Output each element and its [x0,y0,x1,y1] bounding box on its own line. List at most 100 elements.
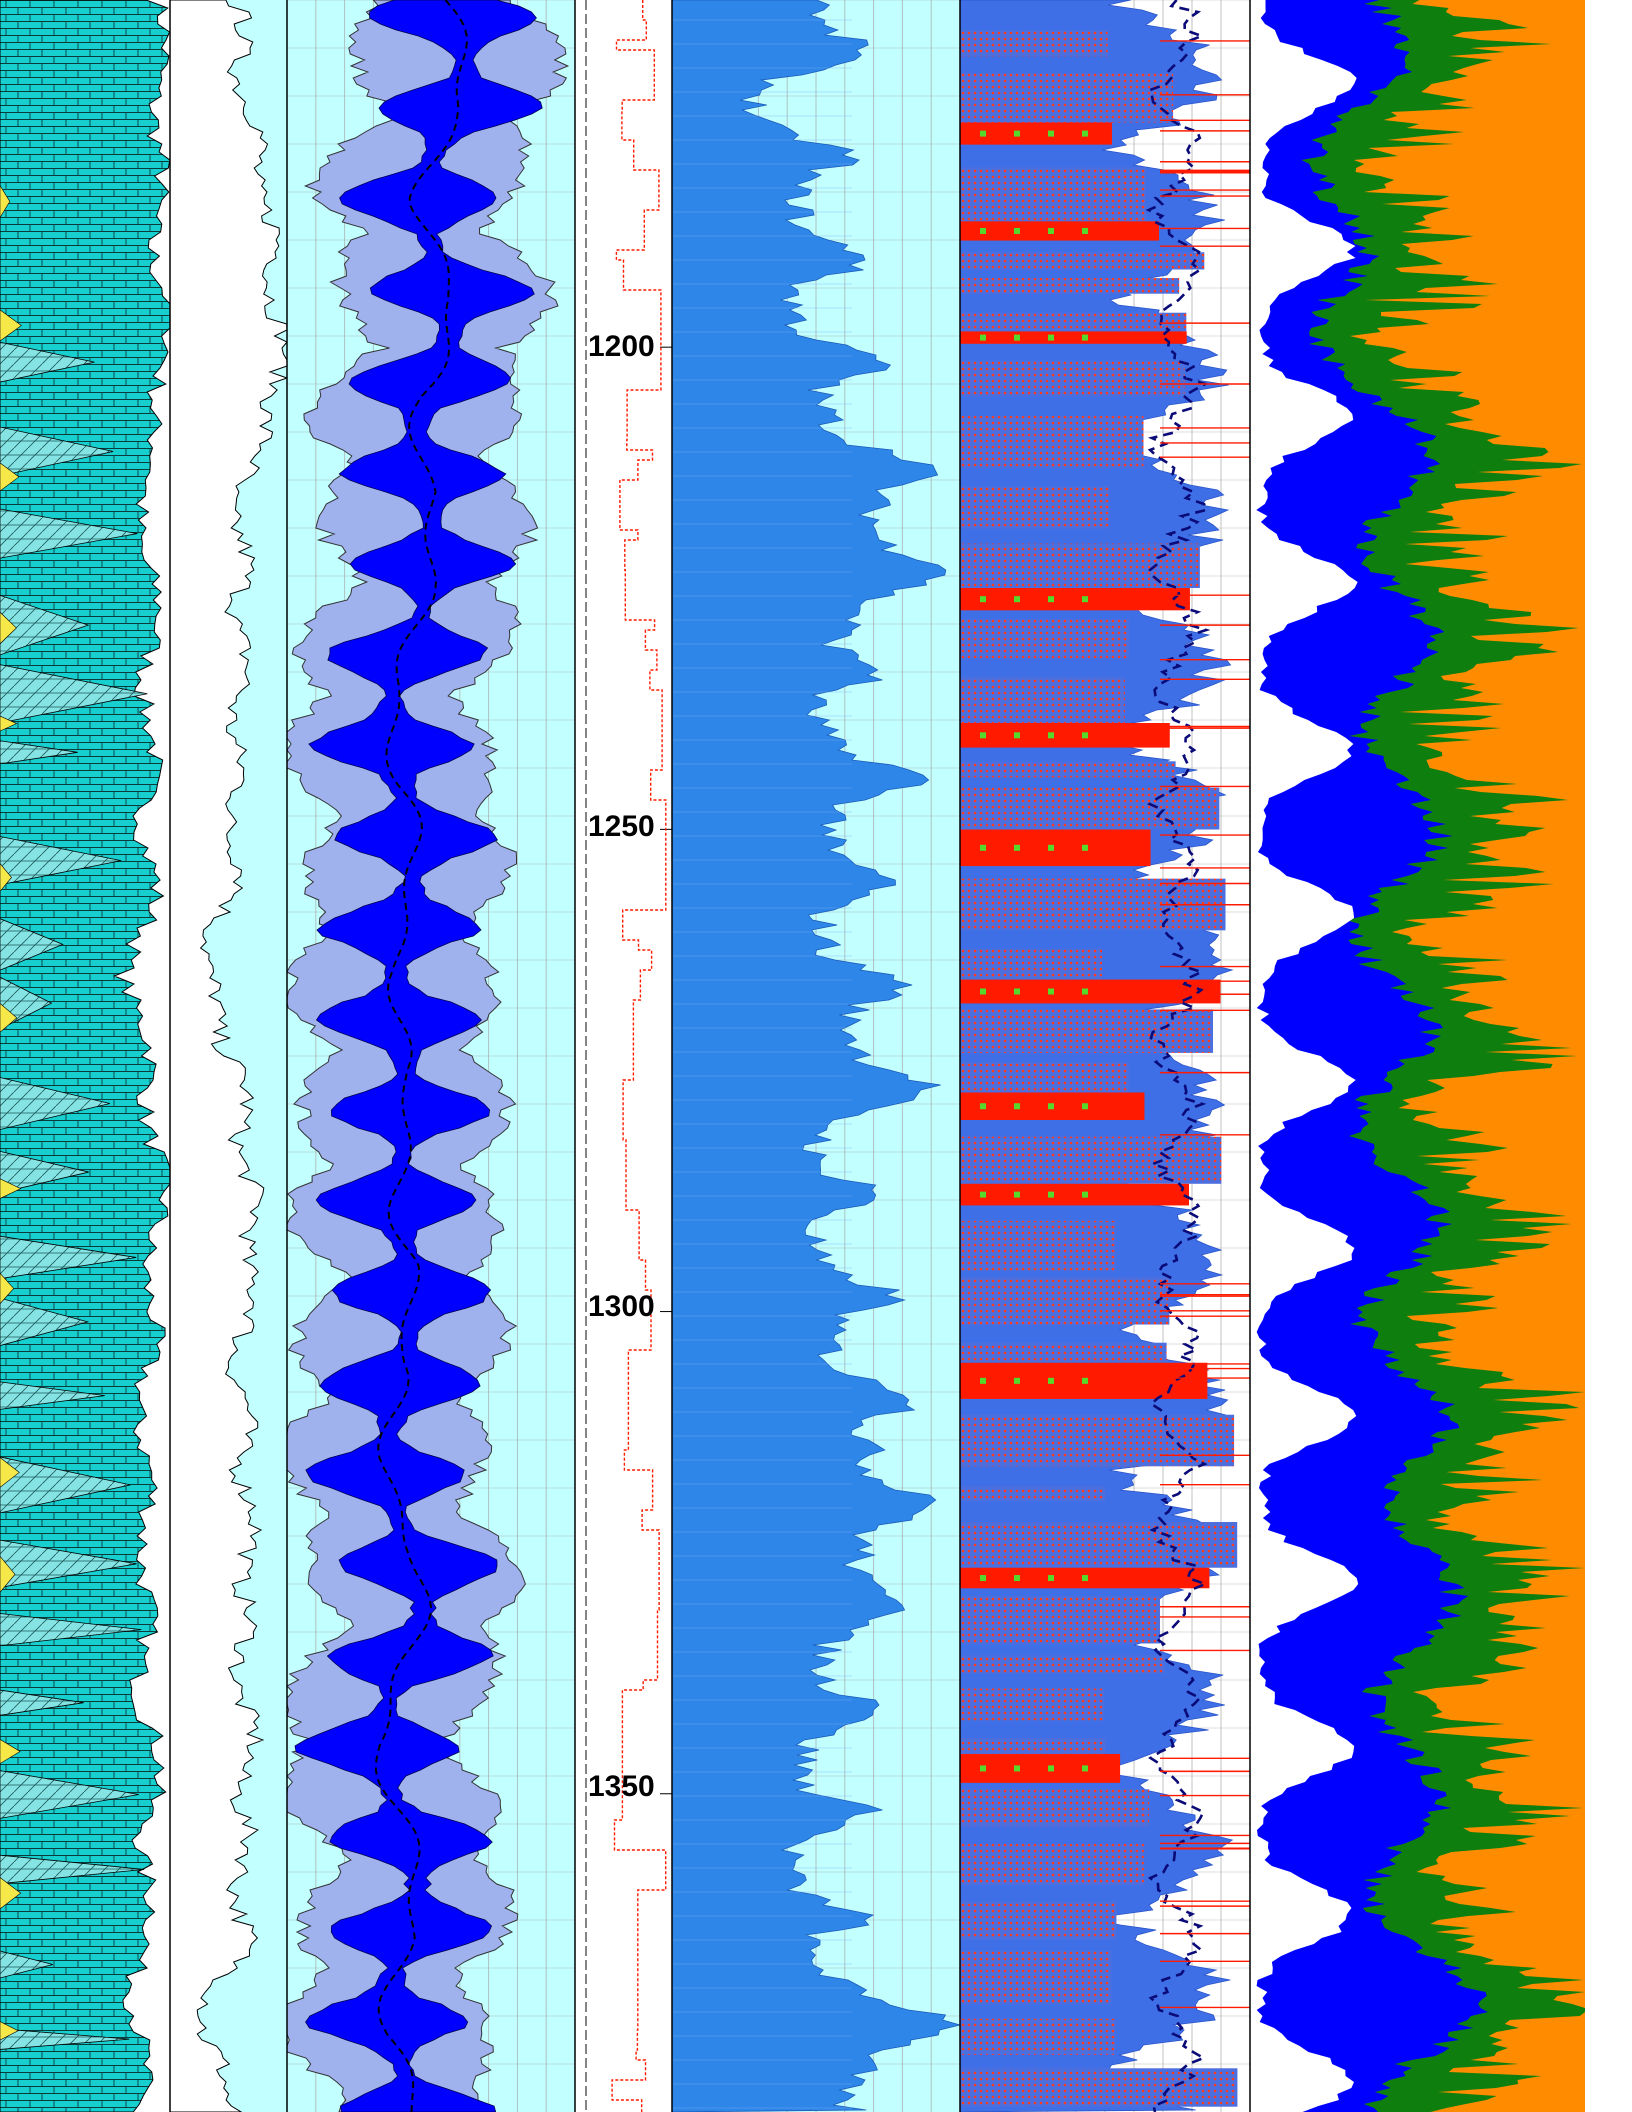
facies-dotted-band-27 [960,1688,1104,1721]
facies-dotted-band-1 [960,73,1174,123]
facies-dotted-band-26 [960,1655,1165,1674]
facies-green-dot-28-1048 [1048,1765,1054,1772]
facies-red-band-9 [960,588,1190,611]
facies-dotted-band-0 [960,30,1108,57]
facies-green-dot-21-1048 [1048,1377,1054,1384]
lithology-dolomite-band-17 [0,1689,84,1716]
facies-dotted-band-20 [960,1276,1170,1325]
facies-green-dot-13-1048 [1048,844,1054,851]
facies-dotted-band-10 [960,619,1129,659]
lithology-sand-streak-5 [0,863,12,892]
lithology-dolomite-band-4 [0,664,148,724]
facies-red-band-11 [960,723,1170,748]
facies-dotted-band-8 [960,486,1109,529]
lithology-dolomite-band-11 [0,1235,137,1280]
facies-green-dot-13-1082 [1082,844,1088,851]
facies-red-band-28 [960,1753,1121,1783]
facies-green-dot-2-1014 [1014,227,1020,234]
facies-green-dot-2-980 [980,227,986,234]
facies-green-dot-1-1014 [1014,130,1020,137]
depth-track-bg [575,0,672,2112]
facies-green-dot-9-1082 [1082,596,1088,603]
lithology-sand-streak-9 [0,1457,20,1488]
lithology-dolomite-band-19 [0,1854,145,1885]
facies-green-dot-17-1014 [1014,1103,1020,1110]
lithology-dolomite-band-3 [0,594,90,656]
lithology-sand-streak-10 [0,1555,16,1593]
depth-axis-labels: 1200 1250 1300 1350 [588,330,655,1803]
facies-dotted-band-13 [960,787,1220,830]
lithology-sand-streak-8 [0,1272,15,1305]
depth-label-1350: 1350 [588,1770,655,1803]
facies-red-band-13 [960,829,1151,867]
facies-red-band-5 [960,331,1187,344]
lithology-sand-streak-11 [0,1739,21,1764]
facies-red-band-1 [960,122,1112,145]
facies-dotted-band-31 [960,1901,1117,1940]
lithology-dolomite-band-13 [0,1381,105,1410]
facies-dotted-band-19 [960,1220,1116,1271]
facies-dotted-band-34 [960,2068,1238,2107]
resistivity-core [294,0,543,2112]
lithology-sand-streak-4 [0,715,18,732]
facies-green-dot-24-980 [980,1575,986,1582]
lithology-sand-streak-7 [0,1178,22,1199]
facies-green-dot-11-1082 [1082,732,1088,739]
lithology-dolomite-band-18 [0,1770,139,1819]
facies-dotted-band-4 [960,278,1180,294]
facies-green-dot-18-1014 [1014,1191,1020,1198]
facies-green-dot-9-980 [980,596,986,603]
facies-dotted-band-7 [960,416,1144,468]
lithology-dolomite-band-15 [0,1539,137,1588]
facies-green-dot-28-1014 [1014,1765,1020,1772]
lithology-sand-streak-3 [0,611,17,645]
facies-dotted-band-3 [960,252,1205,270]
facies-dotted-band-24 [960,1522,1238,1568]
facies-green-dot-15-1082 [1082,988,1088,995]
facies-green-dot-1-980 [980,130,986,137]
depth-label-1300: 1300 [588,1290,655,1323]
gamma-ray-curve-area [169,0,289,2112]
facies-dotted-band-11 [960,676,1125,724]
lithology-sand-streak-13 [0,2021,19,2041]
facies-green-dot-11-1048 [1048,732,1054,739]
facies-green-dot-13-980 [980,844,986,851]
mineral-white-area [1250,0,1359,2112]
lithology-dolomite-band-16 [0,1613,142,1647]
facies-green-dot-18-980 [980,1191,986,1198]
facies-dotted-band-33 [960,2018,1115,2055]
facies-green-dot-9-1014 [1014,596,1020,603]
facies-green-dot-28-980 [980,1765,986,1772]
facies-green-dot-2-1082 [1082,227,1088,234]
facies-green-dot-5-1014 [1014,334,1020,341]
facies-dotted-band-12 [960,761,1176,778]
facies-green-dot-5-1082 [1082,334,1088,341]
facies-green-dot-28-1082 [1082,1765,1088,1772]
lithology-dolomite-band-12 [0,1297,90,1346]
lithology-dolomite-band-5 [0,740,78,765]
lithology-dolomite-band-0 [0,341,95,383]
facies-dotted-band-22 [960,1414,1235,1467]
facies-navy-curve [1145,0,1211,2112]
lithology-dolomite-band-1 [0,426,114,477]
porosity-dashed-curve [374,0,468,2112]
facies-dotted-band-21 [960,1342,1167,1363]
lithology-sand-streak-12 [0,1877,22,1910]
depth-label-1200: 1200 [588,330,655,363]
facies-green-dot-1-1082 [1082,130,1088,137]
facies-dotted-band-18 [960,1136,1222,1184]
facies-green-dot-5-1048 [1048,334,1054,341]
facies-green-dot-13-1014 [1014,844,1020,851]
facies-green-dot-21-1014 [1014,1377,1020,1384]
lithology-dolomite-band-14 [0,1456,131,1514]
lithology-dolomite-band-7 [0,918,64,971]
facies-green-dot-17-1048 [1048,1103,1054,1110]
facies-dotted-band-5 [960,312,1187,332]
lithology-dolomite-band-2 [0,508,138,559]
facies-green-dot-18-1082 [1082,1191,1088,1198]
mineral-right-margin [1585,0,1632,2112]
facies-dotted-band-29 [960,1789,1150,1827]
facies-dotted-band-16 [960,1009,1214,1053]
facies-red-band-2 [960,221,1160,241]
